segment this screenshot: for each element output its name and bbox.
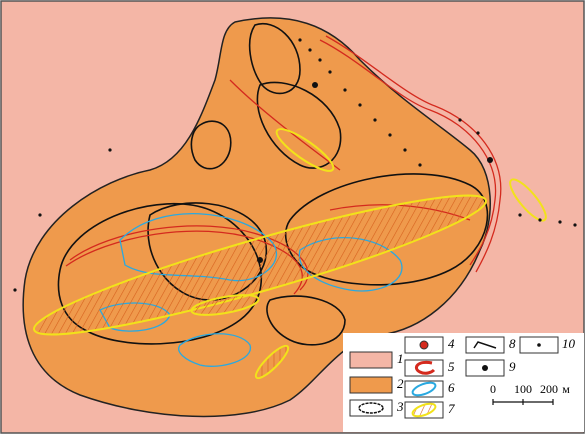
swatch-icon	[411, 402, 437, 418]
scale-label: 0	[490, 382, 496, 396]
legend-label: 4	[448, 336, 455, 351]
legend-label: 8	[509, 336, 516, 351]
swatch	[349, 376, 393, 394]
scale-bar	[492, 399, 554, 405]
legend-label: 6	[448, 380, 455, 395]
scale-label: 200	[540, 382, 558, 396]
scale-unit: м	[562, 382, 570, 396]
swatch-icon	[358, 402, 384, 414]
swatch-icon	[482, 365, 488, 371]
legend-label: 10	[562, 336, 576, 351]
swatch	[349, 351, 393, 369]
swatch	[349, 399, 393, 417]
legend-label: 7	[448, 401, 455, 416]
points	[13, 38, 577, 292]
legend-label: 2	[397, 376, 404, 391]
swatch-icon	[537, 343, 541, 347]
legend-label: 3	[396, 399, 404, 414]
swatch-icon	[473, 341, 497, 349]
legend-label: 5	[448, 359, 455, 374]
legend-label: 1	[397, 351, 404, 366]
legend-label: 9	[509, 359, 516, 374]
swatch-icon	[419, 340, 429, 350]
swatch	[404, 380, 444, 398]
swatch-icon	[415, 360, 436, 375]
yellow-zones	[32, 128, 547, 380]
legend: 1 2 3 4 5 6 7 8 9 10 0 100 200 м	[343, 333, 584, 432]
swatch-icon	[411, 381, 437, 397]
scale-label: 100	[514, 382, 532, 396]
